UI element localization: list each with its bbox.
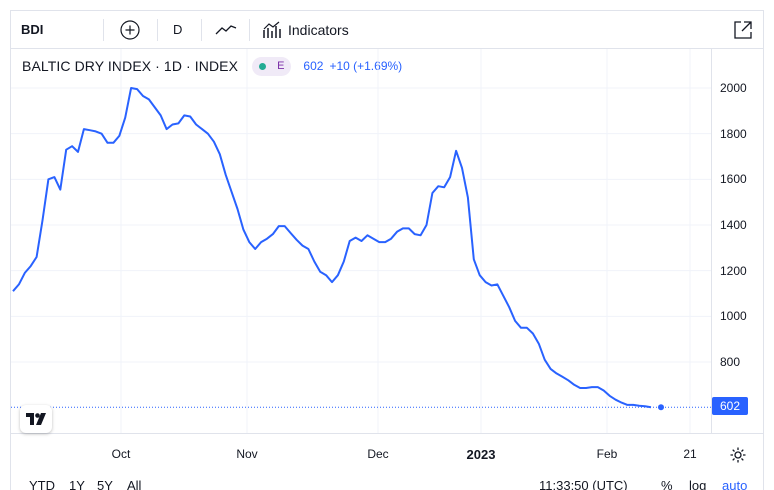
indicators-label: Indicators	[288, 21, 349, 38]
status-badge-label: E	[277, 60, 285, 72]
compare-button[interactable]	[119, 11, 141, 48]
time-axis-tick: Oct	[111, 447, 131, 461]
popout-button[interactable]	[733, 11, 753, 48]
time-axis-tick: 21	[683, 447, 697, 461]
gear-icon	[730, 447, 746, 463]
range-ytd-button[interactable]: YTD	[29, 478, 55, 490]
toolbar-divider	[201, 19, 202, 41]
chart-type-button[interactable]	[214, 11, 238, 48]
plus-circle-icon	[120, 19, 140, 40]
time-axis-tick: Dec	[367, 447, 389, 461]
last-price-label: 602	[712, 397, 748, 415]
price-series-line	[12, 87, 652, 409]
symbol-search-button[interactable]: BDI	[21, 22, 44, 37]
price-axis-tick: 1800	[720, 126, 747, 141]
range-1y-button[interactable]: 1Y	[69, 478, 85, 490]
time-axis-divider	[11, 433, 763, 434]
market-status-dot	[259, 62, 267, 70]
chart-widget-frame	[10, 10, 764, 490]
toolbar-divider	[157, 19, 158, 41]
popout-icon	[734, 20, 752, 39]
price-axis-tick: 1400	[720, 218, 747, 232]
chart-series-layer	[11, 87, 711, 411]
indicators-icon	[263, 21, 281, 38]
clock-timezone[interactable]: 11:33:50 (UTC)	[539, 478, 628, 490]
price-axis-tick: 2000	[720, 81, 747, 95]
last-point-marker	[658, 404, 664, 411]
indicators-button[interactable]: Indicators	[262, 11, 349, 48]
time-axis-tick: 2023	[466, 447, 496, 462]
legend-change: +10 (+1.69%)	[329, 59, 403, 73]
range-all-button[interactable]: All	[127, 478, 142, 490]
price-axis-tick: 1200	[720, 263, 747, 278]
time-axis-tick: Feb	[596, 447, 618, 461]
price-axis-tick: 1600	[720, 172, 747, 187]
tradingview-logo-icon	[26, 413, 46, 425]
range-5y-button[interactable]: 5Y	[97, 478, 113, 490]
auto-scale-toggle[interactable]: auto	[722, 478, 748, 490]
tradingview-logo[interactable]	[20, 405, 52, 433]
chart-settings-button[interactable]	[729, 446, 747, 469]
bottom-toolbar: YTD 1Y 5Y All 11:33:50 (UTC) % log auto	[11, 476, 763, 490]
time-axis-tick: Nov	[236, 447, 258, 461]
log-scale-toggle[interactable]: log	[689, 478, 707, 490]
price-chart[interactable]	[11, 49, 711, 433]
percent-scale-toggle[interactable]: %	[661, 478, 673, 490]
chart-legend: BALTIC DRY INDEX · 1D · INDEX E 602 +10 …	[22, 56, 402, 76]
price-axis-divider	[711, 49, 712, 433]
market-status-badge[interactable]: E	[252, 56, 292, 76]
toolbar-divider	[249, 19, 250, 41]
legend-title[interactable]: BALTIC DRY INDEX · 1D · INDEX	[22, 58, 239, 74]
toolbar-divider	[103, 19, 104, 41]
interval-button[interactable]: D	[173, 22, 183, 37]
line-chart-icon	[215, 24, 237, 34]
price-axis-tick: 800	[720, 355, 741, 369]
legend-price: 602	[303, 59, 324, 73]
top-toolbar: BDI D Indicators	[11, 11, 763, 49]
price-axis-tick: 1000	[720, 309, 747, 324]
chart-grid	[11, 49, 711, 433]
